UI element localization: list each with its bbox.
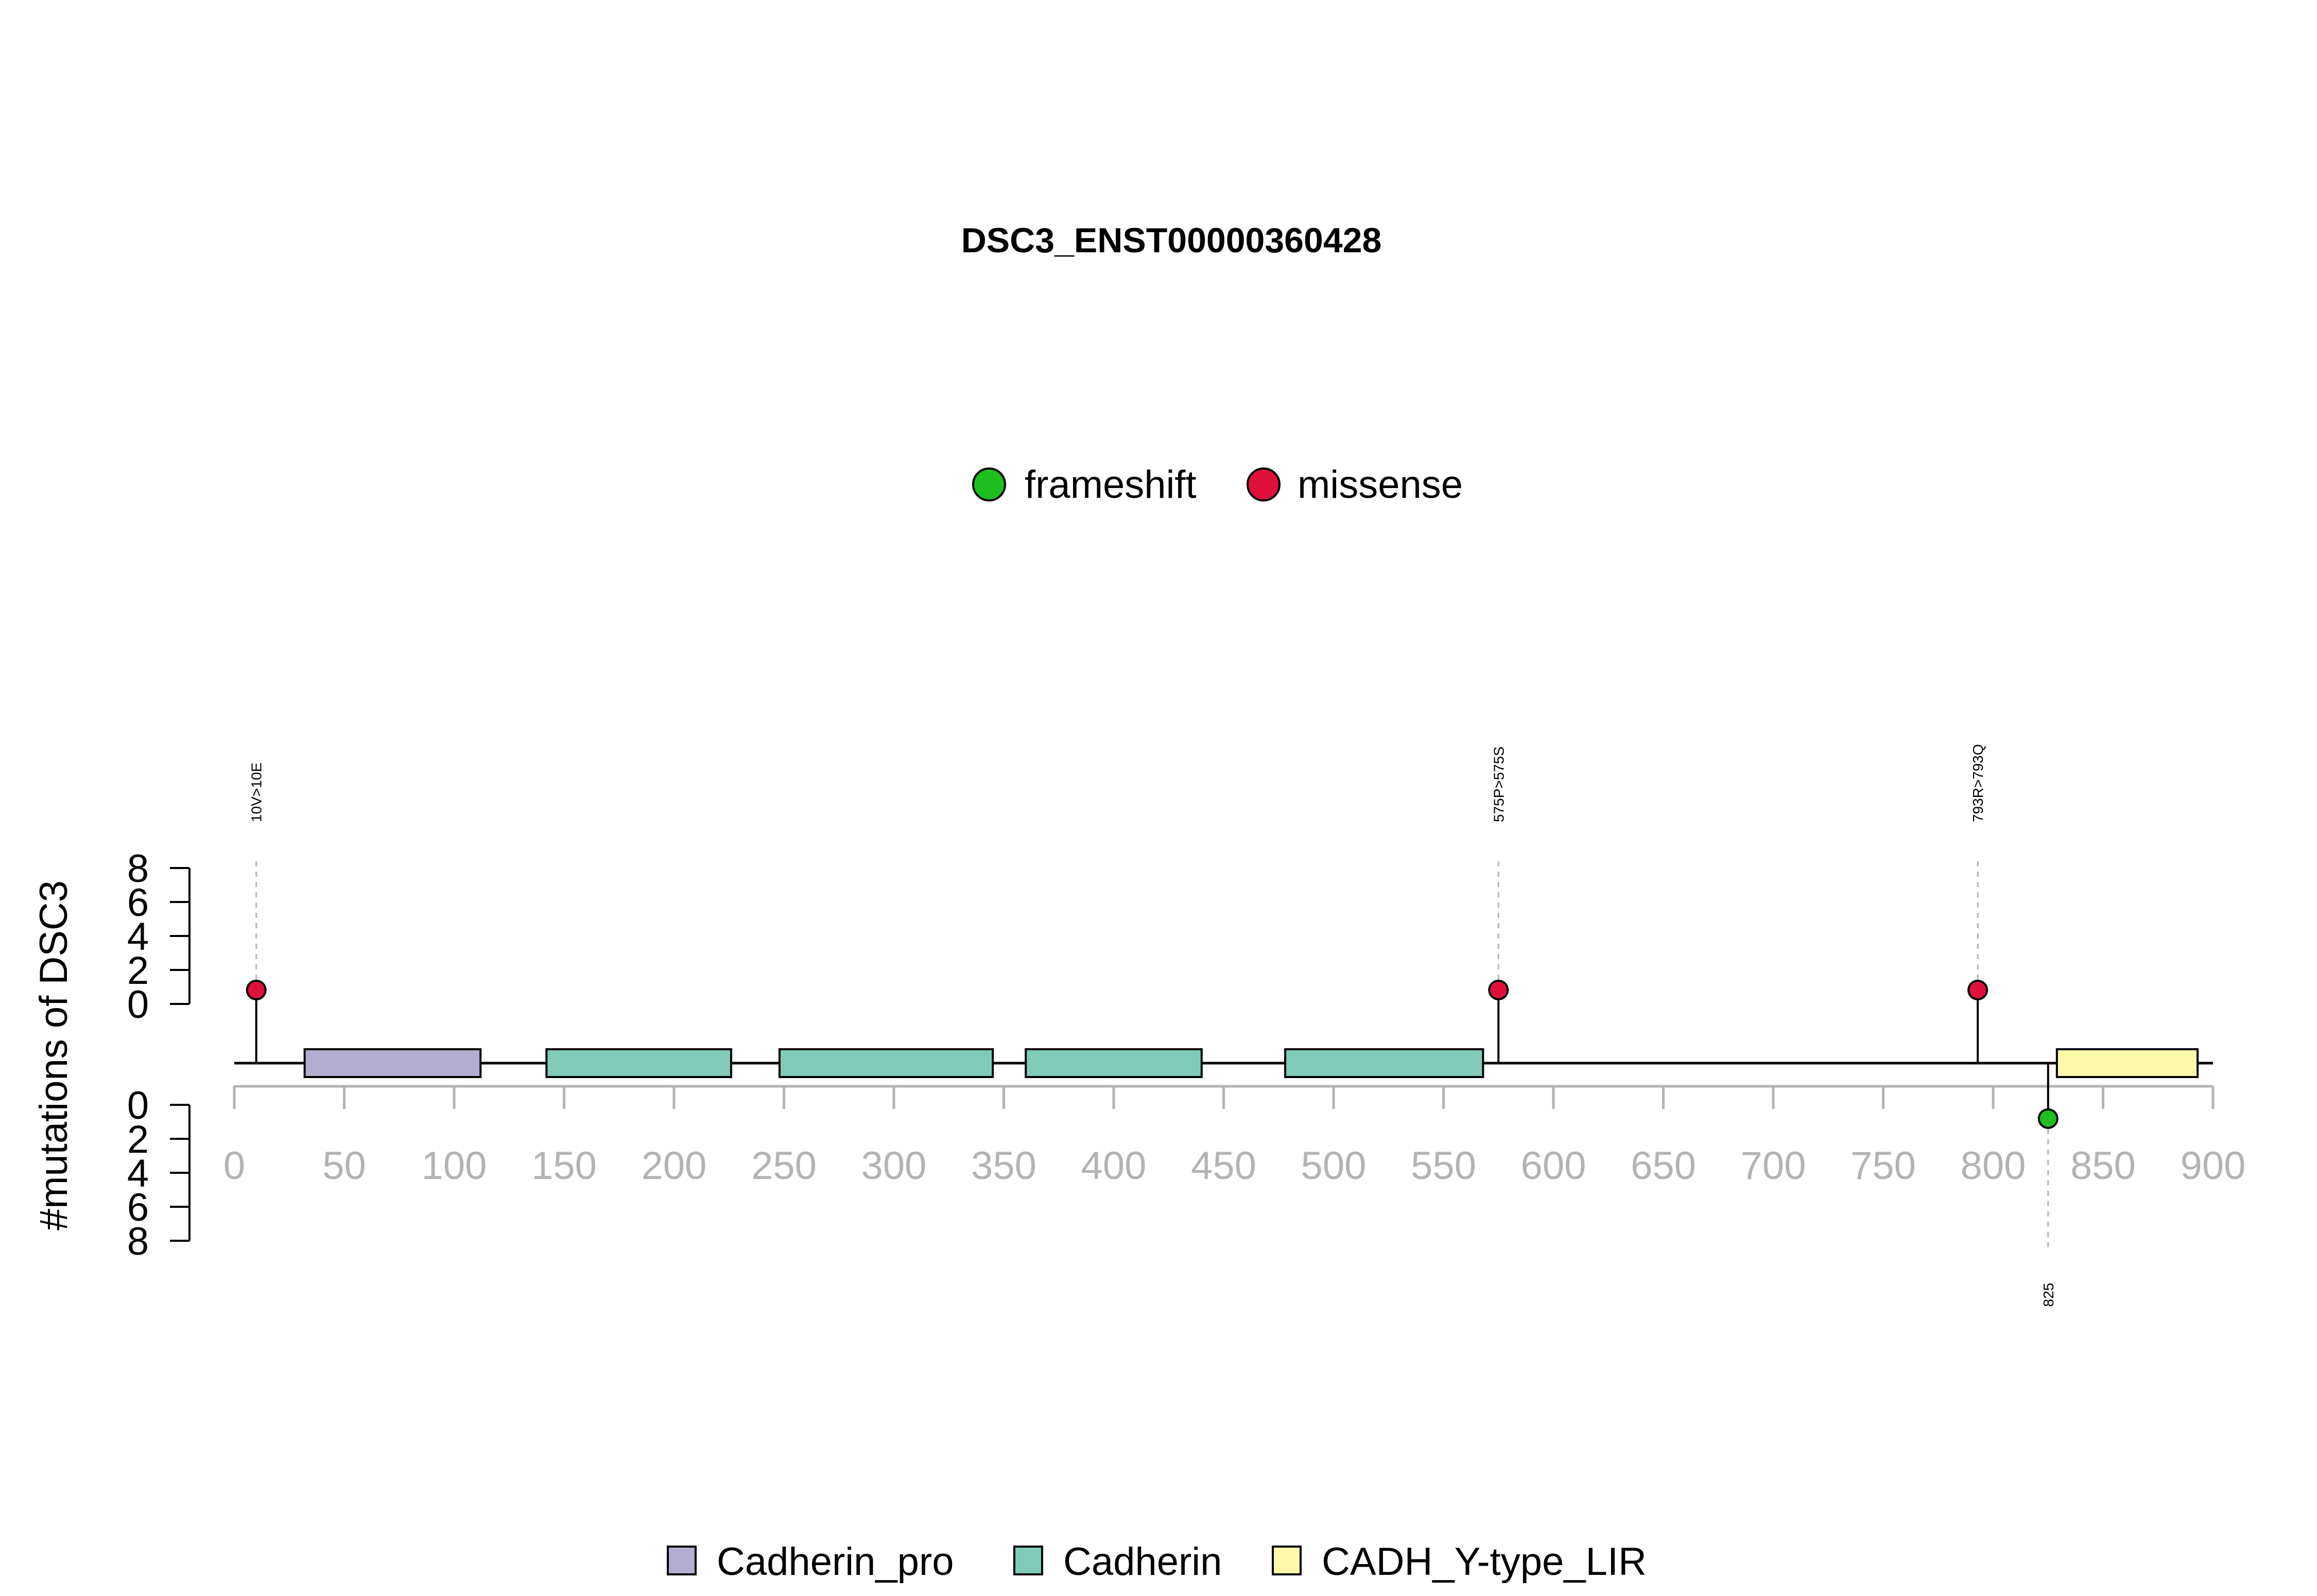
x-tick-label: 700 [1741, 1144, 1806, 1188]
legend-label-missense: missense [1298, 463, 1463, 507]
x-tick-label: 900 [2181, 1144, 2246, 1188]
y-tick-label-upper: 2 [127, 949, 149, 993]
y-tick-label-upper: 0 [127, 983, 149, 1027]
legend-swatch-cadh_y-type_lir [1272, 1546, 1302, 1575]
x-tick-label: 550 [1411, 1144, 1476, 1188]
x-tick-label: 50 [322, 1144, 366, 1188]
y-tick-label-lower: 8 [127, 1220, 149, 1263]
x-tick-label: 450 [1191, 1144, 1256, 1188]
chart-title: DSC3_ENST00000360428 [961, 221, 1382, 260]
domain-cadherin-4 [1284, 1048, 1484, 1078]
x-tick-label: 650 [1631, 1144, 1696, 1188]
x-tick-label: 350 [971, 1144, 1036, 1188]
legend-label-cadherin_pro: Cadherin_pro [717, 1540, 954, 1584]
x-tick-label: 100 [422, 1144, 487, 1188]
x-tick-label: 250 [751, 1144, 817, 1188]
y-tick-label-upper: 4 [127, 915, 149, 959]
x-tick-label: 150 [531, 1144, 597, 1188]
x-tick-label: 0 [223, 1144, 245, 1188]
mutation-point-missense [1967, 979, 1989, 1000]
legend-label-frameshift: frameshift [1025, 463, 1197, 507]
legend-swatch-cadherin_pro [667, 1546, 697, 1575]
mutation-point-missense [1488, 979, 1509, 1000]
domain-cadherin-1 [545, 1048, 733, 1078]
x-axis: 0 50 100 150 200 250 300 350 400 450 500 550 600 650 7… [223, 1085, 2246, 1188]
x-tick-label: 750 [1851, 1144, 1916, 1188]
mutation-point-missense [246, 979, 267, 1000]
mutation-track: 10V>10E 575P>575S 793R>793Q 825 [246, 744, 2059, 1307]
domain-track [303, 1048, 2199, 1078]
x-tick-label: 400 [1081, 1144, 1147, 1188]
legend-marker-frameshift [972, 467, 1006, 501]
mutation-label: 10V>10E [249, 762, 265, 822]
mutation-legend: frameshift missense [972, 463, 1463, 507]
legend-swatch-cadherin [1013, 1546, 1043, 1575]
x-tick-label: 850 [2070, 1144, 2136, 1188]
x-tick-label: 300 [861, 1144, 927, 1188]
y-tick-label-lower: 0 [127, 1084, 149, 1127]
mutation-label: 793R>793Q [1970, 744, 1986, 822]
mutation-label: 825 [2041, 1283, 2056, 1307]
y-tick-label-upper: 6 [127, 881, 149, 925]
x-tick-label: 600 [1521, 1144, 1586, 1188]
y-tick-label-lower: 4 [127, 1152, 149, 1195]
domain-cadherin_pro-0 [303, 1048, 482, 1078]
domain-cadh_y-type_lir-5 [2055, 1048, 2199, 1078]
domain-cadherin-2 [778, 1048, 994, 1078]
domain-cadherin-3 [1025, 1048, 1203, 1078]
y-tick-label-lower: 6 [127, 1186, 149, 1229]
x-tick-label: 200 [642, 1144, 707, 1188]
y-tick-label-upper: 8 [127, 847, 149, 891]
x-tick-label: 800 [1961, 1144, 2026, 1188]
mutation-label: 575P>575S [1491, 747, 1507, 822]
legend-marker-missense [1247, 467, 1281, 501]
y-axis-label: #mutations of DSC3 [32, 880, 76, 1230]
legend-label-cadherin: Cadherin [1063, 1540, 1222, 1584]
legend-label-cadh_y-type_lir: CADH_Y-type_LIR [1322, 1540, 1647, 1584]
mutation-point-frameshift [2037, 1108, 2059, 1129]
x-tick-label: 500 [1301, 1144, 1367, 1188]
y-tick-label-lower: 2 [127, 1118, 149, 1161]
domain-legend: Cadherin_pro Cadherin CADH_Y-type_LIR [667, 1540, 1647, 1584]
